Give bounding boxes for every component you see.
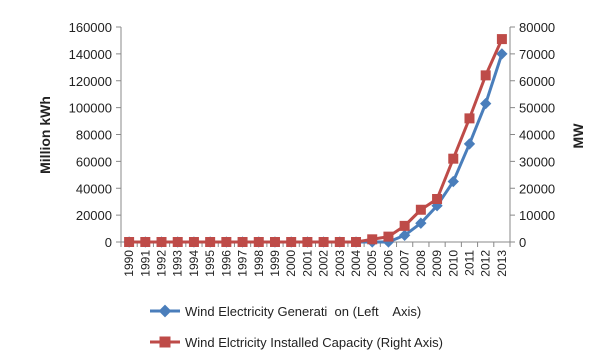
data-point — [188, 237, 199, 247]
x-tick-label: 1993 — [171, 250, 185, 277]
data-point — [140, 237, 151, 247]
y-left-tick-label: 20000 — [76, 208, 112, 223]
x-tick-label: 2009 — [430, 250, 444, 277]
x-tick-label: 2005 — [365, 250, 379, 277]
data-point — [447, 175, 459, 188]
x-tick-label: 1990 — [122, 250, 136, 277]
data-point — [448, 153, 459, 164]
data-point — [221, 237, 232, 247]
data-point — [367, 234, 378, 245]
x-tick-label: 2008 — [414, 250, 428, 277]
y-right-tick-label: 40000 — [519, 128, 555, 143]
y-left-axis-ticks: 0 20000 40000 60000 80000 100000 120000 140000 1… — [69, 20, 121, 250]
data-point — [399, 220, 410, 231]
series-generation — [123, 48, 508, 248]
data-point — [496, 34, 507, 45]
y-right-tick-label: 60000 — [519, 74, 555, 89]
y-left-tick-label: 100000 — [69, 101, 112, 116]
data-point — [496, 48, 508, 60]
y-left-tick-label: 120000 — [69, 74, 112, 89]
x-tick-label: 1996 — [219, 250, 233, 277]
data-point — [432, 194, 443, 204]
x-tick-label: 2003 — [333, 250, 347, 277]
y-right-tick-label: 0 — [519, 235, 526, 250]
data-point — [269, 237, 280, 247]
data-point — [237, 237, 248, 247]
axes — [120, 27, 511, 243]
x-tick-label: 2011 — [462, 250, 476, 276]
data-point — [398, 229, 411, 241]
x-tick-label: 2002 — [317, 250, 331, 277]
x-tick-label: 2007 — [398, 250, 412, 277]
legend-entry-capacity: Wind Elctricity Installed Capacity (Righ… — [150, 335, 443, 350]
legend-label-capacity: Wind Elctricity Installed Capacity (Righ… — [185, 335, 443, 350]
data-point — [286, 237, 297, 247]
y-left-tick-label: 60000 — [76, 154, 112, 169]
series-line — [129, 38, 504, 244]
legend: Wind Electricity Generati on (Left Axis)… — [150, 304, 443, 350]
data-point — [383, 231, 394, 242]
y-left-tick-label: 160000 — [69, 20, 112, 35]
y-right-tick-label: 10000 — [519, 208, 555, 223]
x-tick-label: 2004 — [349, 250, 363, 277]
x-tick-label: 1999 — [268, 250, 282, 277]
data-point — [480, 70, 491, 81]
x-tick-label: 2012 — [479, 250, 493, 277]
legend-marker-capacity — [159, 336, 171, 348]
x-tick-label: 1998 — [252, 250, 266, 277]
data-point — [302, 237, 313, 247]
y-left-axis-title: Million kWh — [37, 96, 53, 174]
y-left-tick-label: 140000 — [69, 47, 112, 62]
x-tick-label: 1994 — [187, 250, 201, 277]
legend-label-generation: Wind Electricity Generati on (Left Axis) — [185, 304, 421, 319]
x-tick-label: 1992 — [155, 250, 169, 277]
y-right-tick-label: 50000 — [519, 101, 555, 116]
data-point — [205, 237, 216, 247]
data-point — [124, 237, 135, 247]
series-capacity — [124, 34, 507, 247]
y-right-tick-label: 70000 — [519, 47, 555, 62]
y-right-tick-label: 30000 — [519, 154, 555, 169]
y-right-axis-title: MW — [570, 123, 586, 149]
x-tick-label: 1991 — [138, 250, 152, 277]
data-point — [480, 97, 492, 110]
data-point — [334, 237, 345, 247]
x-tick-label: 2000 — [284, 250, 298, 277]
data-point — [464, 113, 475, 124]
data-point — [415, 204, 426, 215]
y-left-tick-label: 40000 — [76, 181, 112, 196]
data-point — [318, 237, 329, 247]
x-tick-label: 2006 — [381, 250, 395, 277]
x-tick-label: 1995 — [203, 250, 217, 277]
data-point — [463, 138, 476, 150]
x-tick-label: 2001 — [300, 250, 314, 277]
y-right-tick-label: 20000 — [519, 181, 555, 196]
data-point — [172, 237, 183, 247]
data-point — [156, 237, 167, 247]
x-tick-label: 2013 — [495, 250, 509, 277]
data-point — [253, 237, 264, 247]
x-axis-ticks: 1990 1991 1992 1993 1994 1995 1996 1997 1998 1999… — [120, 242, 511, 277]
series-line — [129, 53, 504, 244]
legend-entry-generation: Wind Electricity Generati on (Left Axis) — [150, 304, 421, 319]
x-tick-label: 1997 — [236, 250, 250, 277]
data-point — [351, 237, 362, 247]
legend-marker-generation — [158, 304, 172, 318]
series-layer — [123, 34, 508, 248]
x-tick-label: 2010 — [446, 250, 460, 277]
y-left-tick-label: 80000 — [76, 128, 112, 143]
y-right-tick-label: 80000 — [519, 20, 555, 35]
data-point — [415, 217, 427, 229]
y-left-tick-label: 0 — [105, 235, 112, 250]
y-right-axis-ticks: 0 10000 20000 30000 40000 50000 60000 70000 8000… — [510, 20, 555, 250]
